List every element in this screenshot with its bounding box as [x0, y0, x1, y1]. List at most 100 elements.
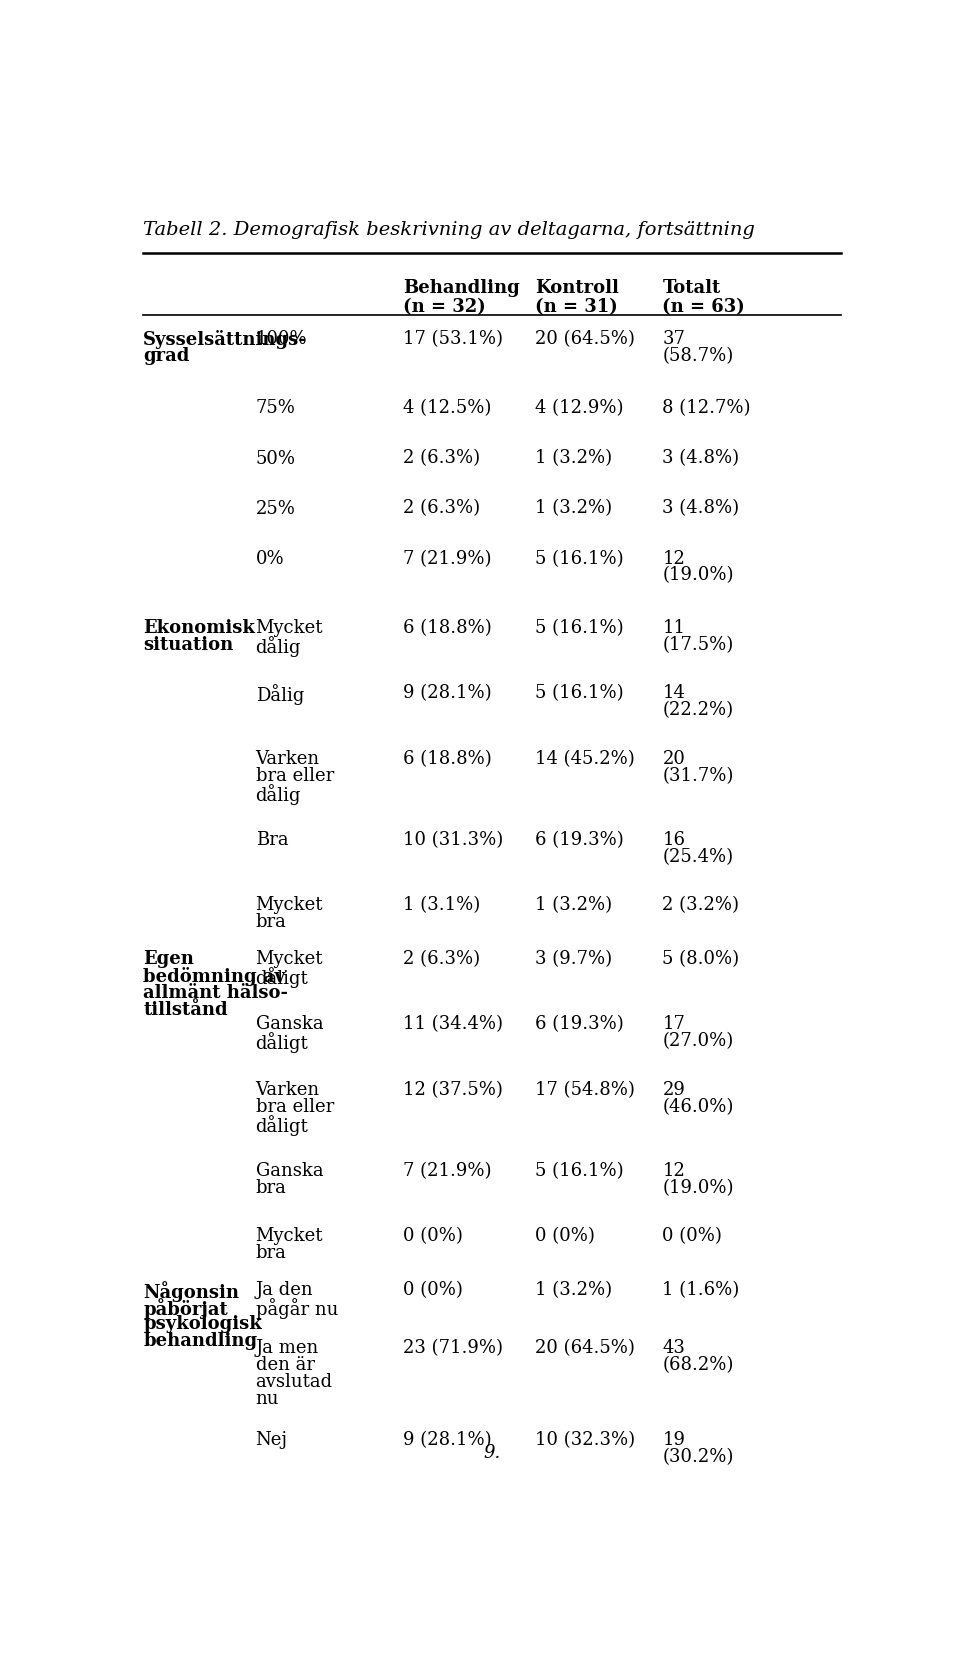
Text: 6 (19.3%): 6 (19.3%)	[535, 830, 623, 849]
Text: dålig: dålig	[255, 783, 301, 805]
Text: Mycket: Mycket	[255, 950, 324, 969]
Text: 1 (3.1%): 1 (3.1%)	[403, 897, 480, 914]
Text: 9 (28.1%): 9 (28.1%)	[403, 1432, 492, 1449]
Text: 75%: 75%	[255, 400, 296, 417]
Text: 20 (64.5%): 20 (64.5%)	[535, 330, 635, 348]
Text: 2 (6.3%): 2 (6.3%)	[403, 450, 480, 467]
Text: bra eller: bra eller	[255, 767, 334, 785]
Text: Kontroll: Kontroll	[535, 278, 618, 297]
Text: 10 (31.3%): 10 (31.3%)	[403, 830, 503, 849]
Text: 25%: 25%	[255, 500, 296, 517]
Text: den är: den är	[255, 1355, 315, 1374]
Text: Mycket: Mycket	[255, 897, 324, 914]
Text: 17: 17	[662, 1015, 685, 1034]
Text: 2 (3.2%): 2 (3.2%)	[662, 897, 739, 914]
Text: nu: nu	[255, 1390, 279, 1407]
Text: 1 (3.2%): 1 (3.2%)	[535, 500, 612, 517]
Text: dåligt: dåligt	[255, 1032, 308, 1054]
Text: 5 (16.1%): 5 (16.1%)	[535, 1162, 623, 1180]
Text: Egen: Egen	[143, 950, 194, 969]
Text: 20: 20	[662, 750, 685, 768]
Text: 9.: 9.	[484, 1444, 500, 1462]
Text: psykologisk: psykologisk	[143, 1315, 262, 1334]
Text: Nej: Nej	[255, 1432, 288, 1449]
Text: 0%: 0%	[255, 550, 284, 568]
Text: 3 (4.8%): 3 (4.8%)	[662, 500, 739, 517]
Text: 43: 43	[662, 1339, 685, 1357]
Text: 0 (0%): 0 (0%)	[403, 1282, 463, 1299]
Text: 9 (28.1%): 9 (28.1%)	[403, 685, 492, 702]
Text: allmänt hälso-: allmänt hälso-	[143, 984, 288, 1002]
Text: Tabell 2. Demografisk beskrivning av deltagarna, fortsättning: Tabell 2. Demografisk beskrivning av del…	[143, 220, 756, 238]
Text: Ekonomisk: Ekonomisk	[143, 618, 255, 637]
Text: 2 (6.3%): 2 (6.3%)	[403, 500, 480, 517]
Text: 14: 14	[662, 685, 685, 702]
Text: 17 (54.8%): 17 (54.8%)	[535, 1080, 635, 1099]
Text: (19.0%): (19.0%)	[662, 567, 734, 585]
Text: 1 (3.2%): 1 (3.2%)	[535, 1282, 612, 1299]
Text: 4 (12.9%): 4 (12.9%)	[535, 400, 623, 417]
Text: avslutad: avslutad	[255, 1372, 333, 1390]
Text: Varken: Varken	[255, 750, 320, 768]
Text: bra: bra	[255, 1244, 286, 1262]
Text: situation: situation	[143, 635, 233, 653]
Text: 5 (16.1%): 5 (16.1%)	[535, 618, 623, 637]
Text: 100%: 100%	[255, 330, 307, 348]
Text: 14 (45.2%): 14 (45.2%)	[535, 750, 635, 768]
Text: 3 (4.8%): 3 (4.8%)	[662, 450, 739, 467]
Text: 1 (3.2%): 1 (3.2%)	[535, 450, 612, 467]
Text: Totalt: Totalt	[662, 278, 721, 297]
Text: 7 (21.9%): 7 (21.9%)	[403, 550, 492, 568]
Text: dålig: dålig	[255, 635, 301, 657]
Text: (58.7%): (58.7%)	[662, 347, 733, 365]
Text: 29: 29	[662, 1080, 685, 1099]
Text: Behandling: Behandling	[403, 278, 519, 297]
Text: (68.2%): (68.2%)	[662, 1355, 733, 1374]
Text: (n = 32): (n = 32)	[403, 298, 486, 315]
Text: dåligt: dåligt	[255, 1115, 308, 1135]
Text: (19.0%): (19.0%)	[662, 1179, 734, 1197]
Text: dåligt: dåligt	[255, 967, 308, 989]
Text: Varken: Varken	[255, 1080, 320, 1099]
Text: Någonsin: Någonsin	[143, 1282, 239, 1302]
Text: tillstånd: tillstånd	[143, 1000, 228, 1019]
Text: 3 (9.7%): 3 (9.7%)	[535, 950, 612, 969]
Text: 20 (64.5%): 20 (64.5%)	[535, 1339, 635, 1357]
Text: (46.0%): (46.0%)	[662, 1099, 733, 1115]
Text: (n = 31): (n = 31)	[535, 298, 617, 315]
Text: (27.0%): (27.0%)	[662, 1032, 733, 1050]
Text: pågår nu: pågår nu	[255, 1299, 338, 1319]
Text: 5 (16.1%): 5 (16.1%)	[535, 550, 623, 568]
Text: 11: 11	[662, 618, 685, 637]
Text: (31.7%): (31.7%)	[662, 767, 733, 785]
Text: (30.2%): (30.2%)	[662, 1449, 733, 1467]
Text: 6 (19.3%): 6 (19.3%)	[535, 1015, 623, 1034]
Text: Bra: Bra	[255, 830, 288, 849]
Text: 8 (12.7%): 8 (12.7%)	[662, 400, 751, 417]
Text: bra: bra	[255, 1179, 286, 1197]
Text: (25.4%): (25.4%)	[662, 847, 733, 865]
Text: 0 (0%): 0 (0%)	[403, 1227, 463, 1245]
Text: Ganska: Ganska	[255, 1015, 324, 1034]
Text: 4 (12.5%): 4 (12.5%)	[403, 400, 492, 417]
Text: 0 (0%): 0 (0%)	[535, 1227, 594, 1245]
Text: 12 (37.5%): 12 (37.5%)	[403, 1080, 503, 1099]
Text: 11 (34.4%): 11 (34.4%)	[403, 1015, 503, 1034]
Text: 5 (8.0%): 5 (8.0%)	[662, 950, 739, 969]
Text: 1 (3.2%): 1 (3.2%)	[535, 897, 612, 914]
Text: behandling: behandling	[143, 1332, 257, 1350]
Text: 17 (53.1%): 17 (53.1%)	[403, 330, 503, 348]
Text: Ja men: Ja men	[255, 1339, 319, 1357]
Text: bedömning av: bedömning av	[143, 967, 285, 985]
Text: Ja den: Ja den	[255, 1282, 313, 1299]
Text: bra eller: bra eller	[255, 1099, 334, 1115]
Text: 12: 12	[662, 1162, 685, 1180]
Text: (17.5%): (17.5%)	[662, 635, 733, 653]
Text: 0 (0%): 0 (0%)	[662, 1227, 722, 1245]
Text: 6 (18.8%): 6 (18.8%)	[403, 618, 492, 637]
Text: påbörjat: påbörjat	[143, 1299, 228, 1319]
Text: 7 (21.9%): 7 (21.9%)	[403, 1162, 492, 1180]
Text: 23 (71.9%): 23 (71.9%)	[403, 1339, 503, 1357]
Text: bra: bra	[255, 914, 286, 932]
Text: (n = 63): (n = 63)	[662, 298, 745, 315]
